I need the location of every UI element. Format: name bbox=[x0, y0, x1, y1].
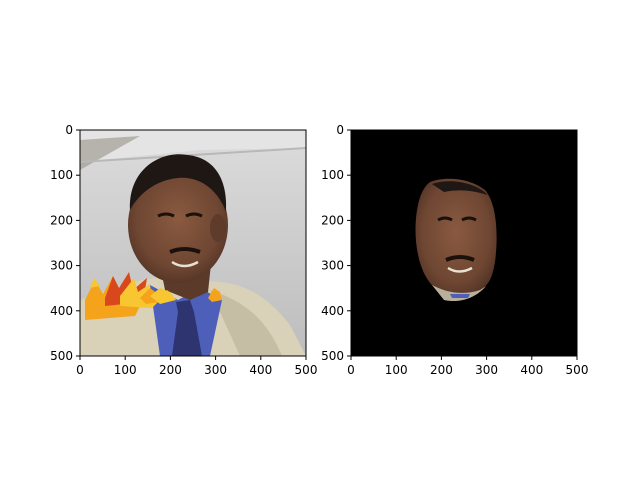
left-y-tick-label: 300 bbox=[50, 259, 73, 273]
left-y-tick-label: 200 bbox=[50, 213, 73, 227]
ceiling bbox=[80, 130, 306, 162]
left-x-ticks: 0 100 200 300 400 500 bbox=[76, 356, 317, 377]
face bbox=[128, 167, 228, 283]
autumn-leaves bbox=[85, 272, 222, 320]
right-x-ticks: 0 100 200 300 400 500 bbox=[347, 356, 588, 377]
ear bbox=[210, 214, 226, 242]
left-x-tick-label: 0 bbox=[76, 363, 84, 377]
right-y-tick-label: 300 bbox=[321, 259, 344, 273]
right-x-tick-label: 400 bbox=[520, 363, 543, 377]
left-y-tick-label: 400 bbox=[50, 304, 73, 318]
right-y-tick-label: 0 bbox=[336, 123, 344, 137]
left-y-ticks: 0 100 200 300 400 500 bbox=[50, 123, 80, 363]
right-y-tick-label: 200 bbox=[321, 213, 344, 227]
left-y-tick-label: 0 bbox=[65, 123, 73, 137]
mask-image bbox=[351, 130, 577, 356]
left-y-tick-label: 500 bbox=[50, 349, 73, 363]
right-y-tick-label: 400 bbox=[321, 304, 344, 318]
left-x-tick-label: 200 bbox=[159, 363, 182, 377]
right-panel: 0 100 200 300 400 500 0 100 200 300 400 500 bbox=[321, 123, 588, 377]
right-axes-frame bbox=[350, 129, 578, 357]
left-x-tick-label: 500 bbox=[295, 363, 318, 377]
right-y-ticks: 0 100 200 300 400 500 bbox=[321, 123, 351, 363]
segmented-face bbox=[415, 178, 497, 302]
tie bbox=[172, 300, 202, 356]
right-x-tick-label: 100 bbox=[385, 363, 408, 377]
right-y-tick-label: 500 bbox=[321, 349, 344, 363]
left-panel: 0 100 200 300 400 500 0 100 200 300 400 500 bbox=[50, 123, 317, 377]
right-x-tick-label: 0 bbox=[347, 363, 355, 377]
portrait-photo bbox=[80, 130, 306, 356]
left-x-tick-label: 300 bbox=[204, 363, 227, 377]
left-x-tick-label: 100 bbox=[114, 363, 137, 377]
right-y-tick-label: 100 bbox=[321, 168, 344, 182]
left-x-tick-label: 400 bbox=[249, 363, 272, 377]
right-x-tick-label: 200 bbox=[430, 363, 453, 377]
right-x-tick-label: 300 bbox=[475, 363, 498, 377]
left-y-tick-label: 100 bbox=[50, 168, 73, 182]
right-x-tick-label: 500 bbox=[566, 363, 589, 377]
left-axes-frame bbox=[79, 129, 307, 357]
hair bbox=[129, 154, 227, 212]
